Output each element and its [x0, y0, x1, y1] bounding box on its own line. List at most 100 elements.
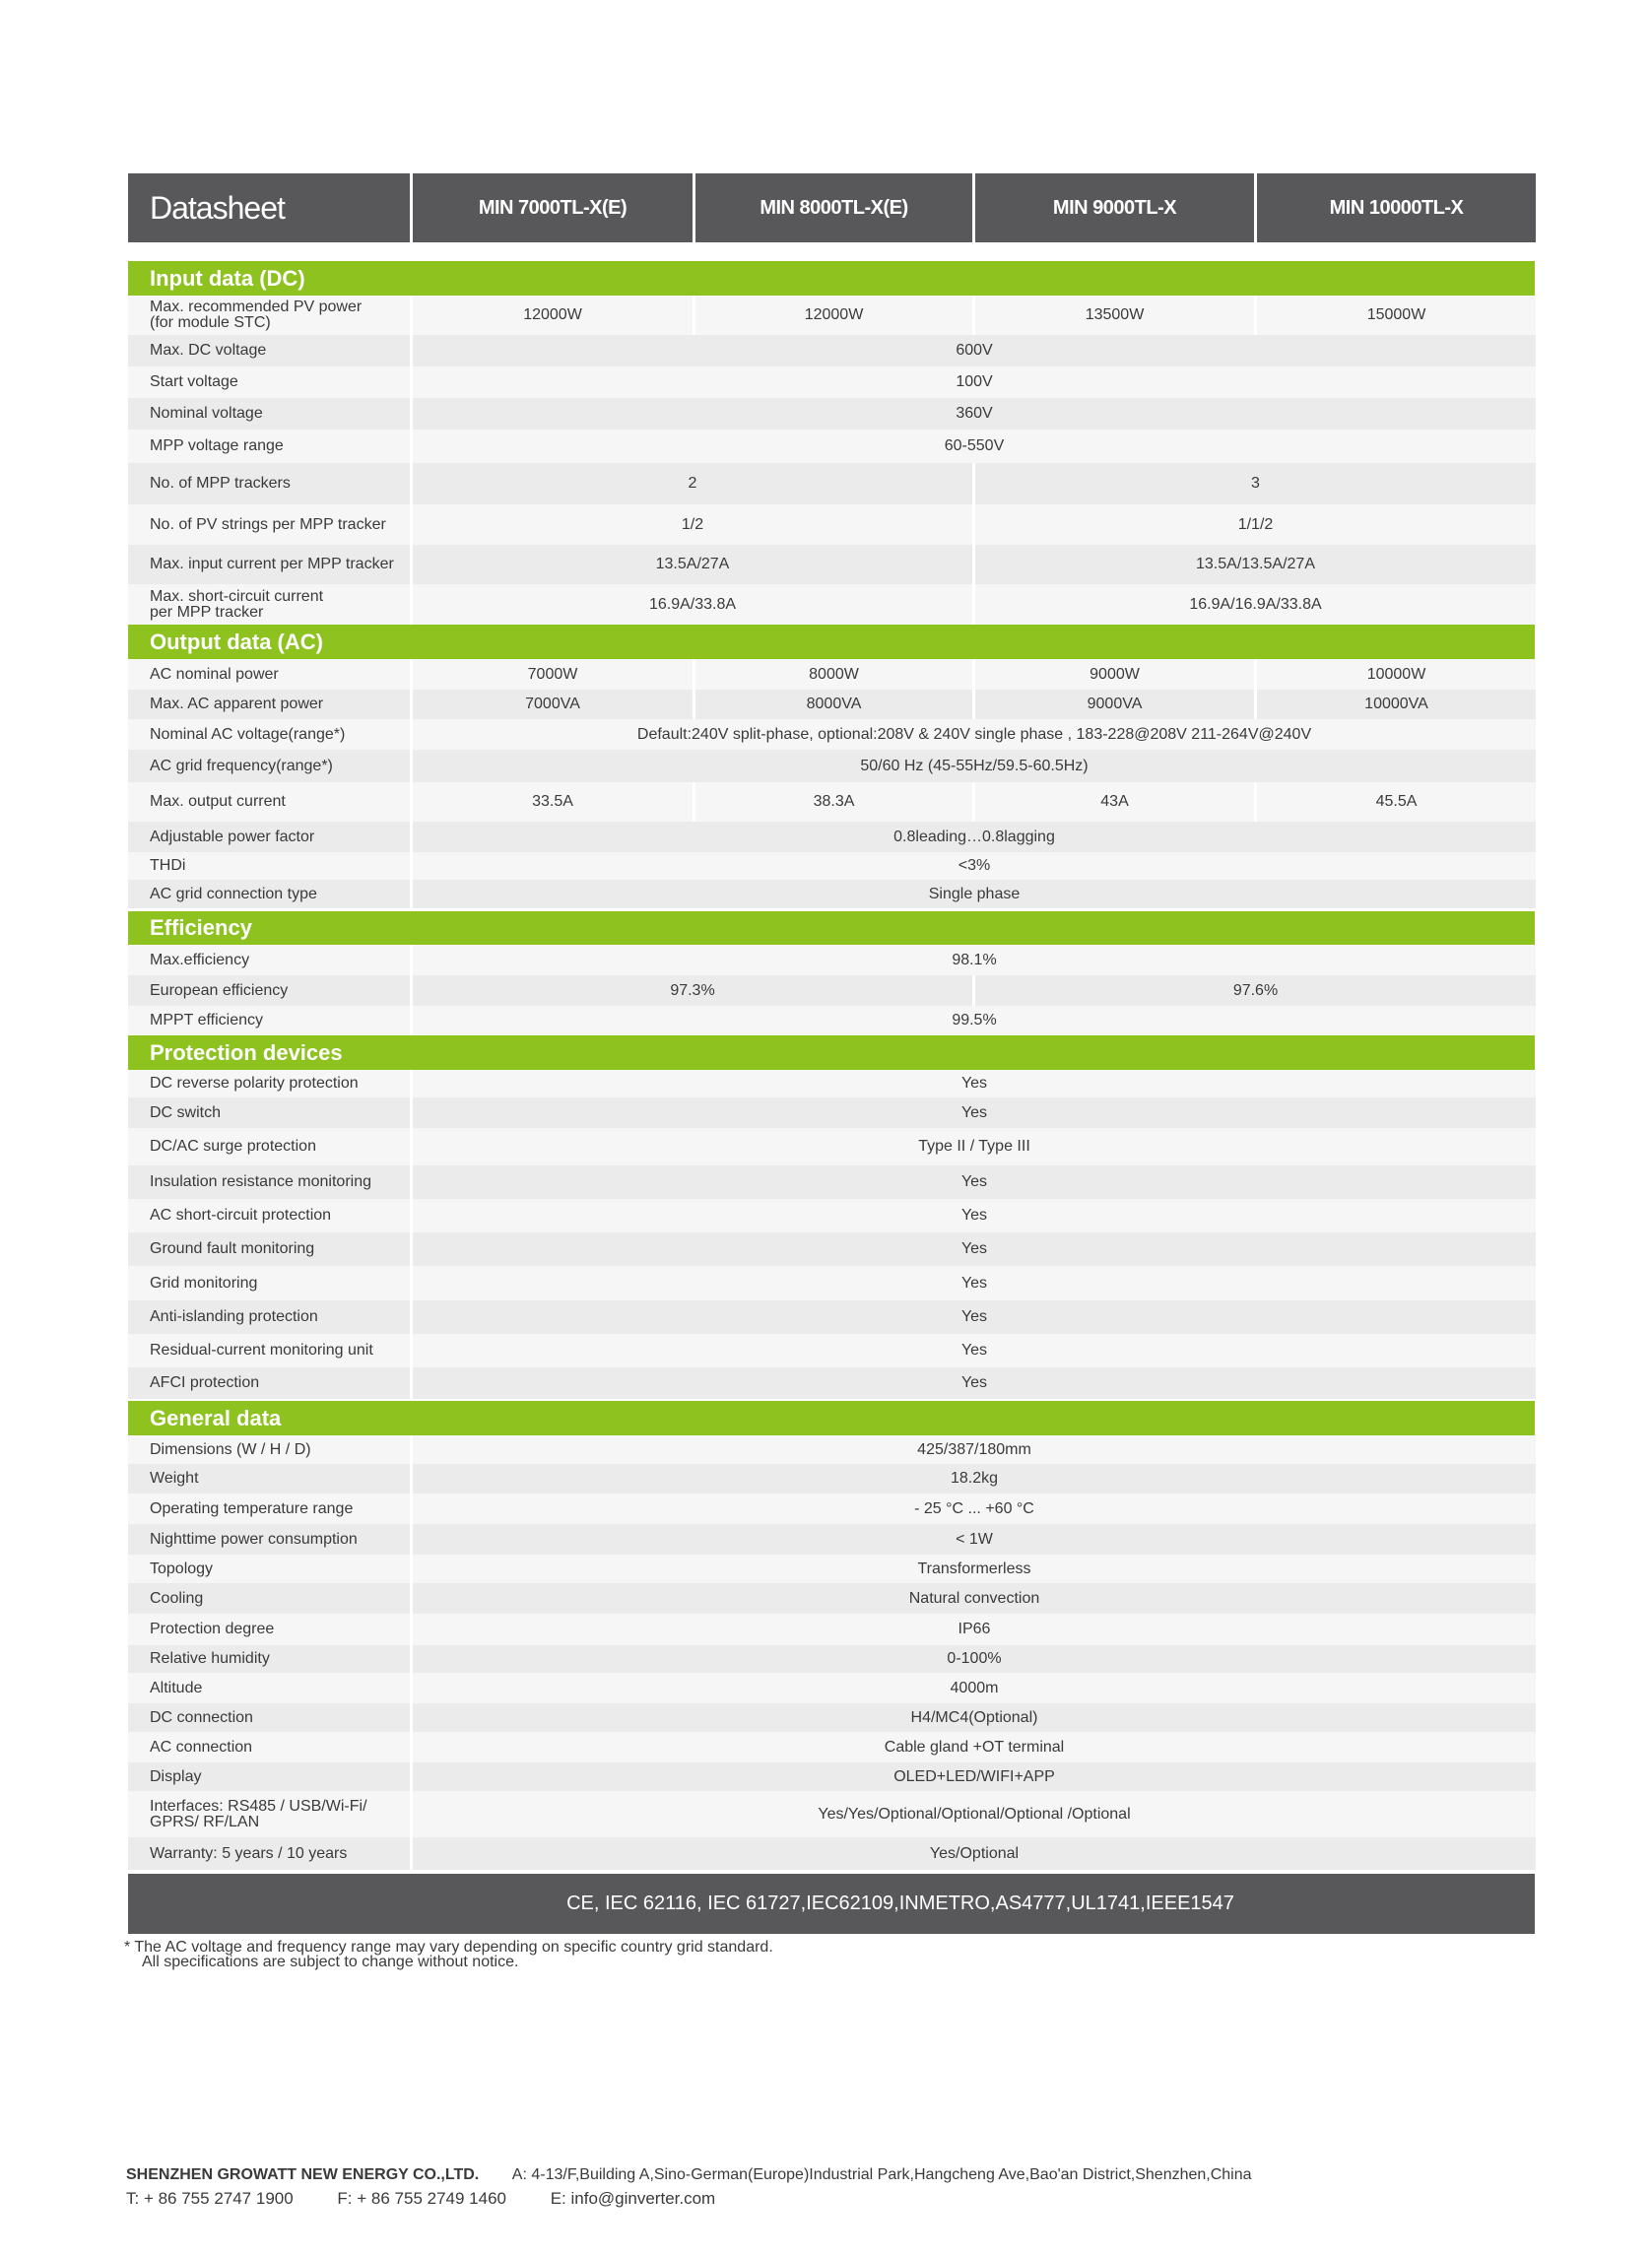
- spec-label: Topology: [128, 1555, 410, 1583]
- spec-row: MPPT efficiency 99.5%: [128, 1006, 1536, 1035]
- spec-value: 10000VA: [1257, 690, 1536, 719]
- spec-label: Max. AC apparent power: [128, 690, 410, 719]
- spec-row: Max. DC voltage 600V: [128, 335, 1536, 366]
- spec-label: Start voltage: [128, 366, 410, 398]
- spec-value: 4000m: [413, 1673, 1536, 1703]
- spec-label: Dimensions (W / H / D): [128, 1435, 410, 1464]
- spec-row: AC grid connection type Single phase: [128, 880, 1536, 908]
- spec-value: 98.1%: [413, 945, 1536, 975]
- spec-row: DC switch Yes: [128, 1097, 1536, 1128]
- spec-value: 3: [975, 463, 1536, 504]
- spec-label: Anti-islanding protection: [128, 1300, 410, 1334]
- spec-label: DC/AC surge protection: [128, 1128, 410, 1165]
- spec-value: 100V: [413, 366, 1536, 398]
- spec-row: Ground fault monitoring Yes: [128, 1232, 1536, 1266]
- spec-label: Ground fault monitoring: [128, 1232, 410, 1266]
- footnote: * The AC voltage and frequency range may…: [124, 1939, 773, 1970]
- spec-value: 9000VA: [975, 690, 1254, 719]
- section-header: Efficiency: [128, 911, 1535, 945]
- spec-label: Nominal AC voltage(range*): [128, 719, 410, 750]
- spec-label: Warranty: 5 years / 10 years: [128, 1837, 410, 1870]
- section-header: General data: [128, 1401, 1535, 1435]
- spec-value: 33.5A: [413, 782, 693, 822]
- spec-value: 50/60 Hz (45-55Hz/59.5-60.5Hz): [413, 750, 1536, 782]
- spec-value: Transformerless: [413, 1555, 1536, 1583]
- spec-value: 0.8leading…0.8lagging: [413, 822, 1536, 852]
- spec-row: AC short-circuit protection Yes: [128, 1199, 1536, 1232]
- certifications-bar: CE, IEC 62116, IEC 61727,IEC62109,INMETR…: [128, 1874, 1535, 1934]
- spec-value: Type II / Type III: [413, 1128, 1536, 1165]
- spec-label: DC switch: [128, 1097, 410, 1128]
- spec-value: < 1W: [413, 1524, 1536, 1555]
- spec-value: 1/1/2: [975, 504, 1536, 545]
- spec-row: Weight 18.2kg: [128, 1464, 1536, 1494]
- spec-row: Max. input current per MPP tracker 13.5A/…: [128, 545, 1536, 584]
- spec-label: Grid monitoring: [128, 1266, 410, 1300]
- spec-label: Display: [128, 1762, 410, 1791]
- spec-value: 9000W: [975, 659, 1254, 690]
- spec-label: Nighttime power consumption: [128, 1524, 410, 1555]
- spec-row: THDi <3%: [128, 852, 1536, 880]
- footer-contact-line: T: + 86 755 2747 1900 F: + 86 755 2749 1…: [126, 2189, 755, 2209]
- phone: T: + 86 755 2747 1900: [126, 2189, 294, 2208]
- spec-label: AC grid connection type: [128, 880, 410, 908]
- spec-label: Max. output current: [128, 782, 410, 822]
- spec-row: Dimensions (W / H / D) 425/387/180mm: [128, 1435, 1536, 1464]
- spec-value: 1/2: [413, 504, 972, 545]
- spec-label: THDi: [128, 852, 410, 880]
- footnote-line: All specifications are subject to change…: [142, 1954, 519, 1970]
- spec-row: MPP voltage range 60-550V: [128, 430, 1536, 463]
- spec-value: 18.2kg: [413, 1464, 1536, 1494]
- spec-row: DC connection H4/MC4(Optional): [128, 1703, 1536, 1732]
- spec-row: AFCI protection Yes: [128, 1367, 1536, 1399]
- spec-label: MPPT efficiency: [128, 1006, 410, 1035]
- spec-value: Yes: [413, 1165, 1536, 1199]
- spec-row: Max. recommended PV power (for module ST…: [128, 296, 1536, 335]
- spec-value: 8000VA: [695, 690, 972, 719]
- spec-row: Cooling Natural convection: [128, 1583, 1536, 1614]
- spec-label: Max. input current per MPP tracker: [128, 545, 410, 584]
- spec-value: Yes/Optional: [413, 1837, 1536, 1870]
- spec-row: Grid monitoring Yes: [128, 1266, 1536, 1300]
- spec-value: 2: [413, 463, 972, 504]
- spec-row: Operating temperature range - 25 °C ... +…: [128, 1494, 1536, 1524]
- spec-value: 97.3%: [413, 975, 972, 1006]
- spec-value: Yes: [413, 1334, 1536, 1367]
- spec-value: Natural convection: [413, 1583, 1536, 1614]
- spec-label: Weight: [128, 1464, 410, 1494]
- spec-label: Residual-current monitoring unit: [128, 1334, 410, 1367]
- spec-value: 15000W: [1257, 296, 1536, 335]
- spec-value: 360V: [413, 398, 1536, 430]
- spec-row: Nominal AC voltage(range*) Default:240V s…: [128, 719, 1536, 750]
- spec-row: Max. output current 33.5A 38.3A 43A 45.5A: [128, 782, 1536, 822]
- spec-row: Insulation resistance monitoring Yes: [128, 1165, 1536, 1199]
- spec-value: Default:240V split-phase, optional:208V …: [413, 719, 1536, 750]
- spec-row: Max. AC apparent power 7000VA 8000VA 9000VA…: [128, 690, 1536, 719]
- spec-label: No. of MPP trackers: [128, 463, 410, 504]
- spec-label: DC connection: [128, 1703, 410, 1732]
- spec-label: Nominal voltage: [128, 398, 410, 430]
- spec-row: Interfaces: RS485 / USB/Wi-Fi/ GPRS/ RF/…: [128, 1791, 1536, 1837]
- spec-label: MPP voltage range: [128, 430, 410, 463]
- spec-value: Cable gland +OT terminal: [413, 1732, 1536, 1762]
- spec-label: AC nominal power: [128, 659, 410, 690]
- spec-value: Yes: [413, 1070, 1536, 1097]
- spec-row: DC reverse polarity protection Yes: [128, 1070, 1536, 1097]
- email: E: info@ginverter.com: [550, 2189, 716, 2208]
- spec-label: Adjustable power factor: [128, 822, 410, 852]
- spec-row: Max.efficiency 98.1%: [128, 945, 1536, 975]
- footnote-line: * The AC voltage and frequency range may…: [124, 1939, 773, 1956]
- section-header: Output data (AC): [128, 625, 1535, 659]
- section-header: Protection devices: [128, 1035, 1535, 1070]
- spec-label: AFCI protection: [128, 1367, 410, 1399]
- spec-value: 38.3A: [695, 782, 972, 822]
- spec-row: Protection degree IP66: [128, 1614, 1536, 1645]
- spec-label: DC reverse polarity protection: [128, 1070, 410, 1097]
- spec-value: 12000W: [413, 296, 693, 335]
- spec-value: 43A: [975, 782, 1254, 822]
- spec-value: 99.5%: [413, 1006, 1536, 1035]
- spec-value: 13.5A/27A: [413, 545, 972, 584]
- spec-label: Operating temperature range: [128, 1494, 410, 1524]
- spec-value: Yes: [413, 1199, 1536, 1232]
- spec-label: Cooling: [128, 1583, 410, 1614]
